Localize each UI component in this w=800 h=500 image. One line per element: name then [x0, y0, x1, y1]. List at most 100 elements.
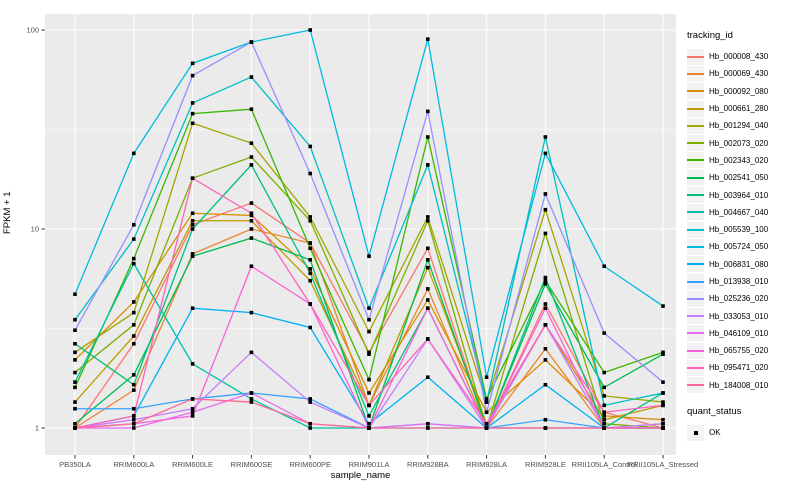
data-point	[484, 375, 489, 380]
legend-entry-quant-status: OK	[687, 424, 799, 441]
data-point	[249, 400, 254, 404]
data-point	[367, 329, 371, 334]
data-point	[543, 231, 548, 236]
data-point	[190, 73, 195, 78]
data-point	[426, 163, 430, 167]
data-point	[132, 417, 136, 422]
data-point	[308, 246, 312, 251]
data-point	[190, 101, 195, 105]
data-point	[190, 306, 195, 310]
data-point	[190, 61, 195, 66]
data-point	[367, 306, 371, 310]
data-point	[367, 421, 371, 426]
data-point	[661, 352, 665, 356]
data-point	[543, 323, 548, 327]
x-tick-label: RRIM928BA	[407, 460, 449, 469]
data-point	[132, 323, 136, 327]
data-point	[249, 75, 254, 79]
data-point	[308, 271, 312, 275]
legend-entries: Hb_000008_430 Hb_000069_430 Hb_000092_080 H…	[687, 48, 799, 394]
data-point	[308, 171, 312, 176]
data-point	[190, 227, 195, 231]
data-point	[543, 426, 548, 430]
data-point	[132, 406, 136, 411]
legend-entry-label: Hb_005539_100	[709, 225, 769, 235]
x-tick-label: RRIM928LA	[466, 460, 507, 469]
x-tick-label: RRII105LA_Stressed	[628, 460, 698, 469]
data-point	[602, 414, 606, 418]
data-point	[661, 417, 665, 422]
data-point	[249, 155, 254, 159]
data-point	[249, 163, 254, 167]
legend-entry: Hb_046109_010	[687, 325, 799, 342]
data-point	[543, 275, 548, 280]
data-point	[249, 201, 254, 205]
data-point	[543, 192, 548, 196]
data-point	[543, 207, 548, 212]
y-tick-label: 10	[31, 225, 39, 234]
legend-entry: Hb_002541_050	[687, 169, 799, 186]
data-point	[73, 358, 77, 362]
data-point	[190, 176, 195, 181]
data-point	[190, 211, 195, 216]
data-point	[249, 310, 254, 315]
data-point	[426, 109, 430, 114]
data-point	[249, 264, 254, 269]
data-point	[426, 306, 430, 310]
legend-entry-label: Hb_000008_430	[709, 52, 769, 62]
legend-key-line-icon	[687, 342, 704, 359]
data-point	[132, 382, 136, 387]
data-point	[661, 304, 665, 308]
x-tick-label: RRIM928LE	[525, 460, 566, 469]
data-point	[249, 211, 254, 216]
data-point	[190, 252, 195, 256]
data-point	[308, 302, 312, 306]
data-point	[190, 410, 195, 415]
legend-entry-label: Hb_004667_040	[709, 207, 769, 217]
data-point	[132, 426, 136, 430]
data-point	[73, 341, 77, 346]
legend-entry-label: Hb_184008_010	[709, 380, 769, 390]
data-point	[249, 218, 254, 223]
data-point	[367, 350, 371, 355]
data-point	[73, 317, 77, 322]
legend-title-quant-status: quant_status	[687, 405, 742, 417]
data-point	[426, 37, 430, 41]
data-point	[132, 310, 136, 315]
legend-entry-label: Hb_001294_040	[709, 121, 769, 131]
data-point	[543, 382, 548, 387]
data-point	[308, 400, 312, 404]
legend-key-line-icon	[687, 65, 704, 82]
legend-key-line-icon	[687, 187, 704, 204]
data-point	[190, 111, 195, 116]
data-point	[308, 144, 312, 149]
data-point	[426, 337, 430, 341]
legend-entry: Hb_000069_430	[687, 65, 799, 82]
data-point	[426, 298, 430, 302]
data-point	[543, 282, 548, 286]
data-point	[308, 278, 312, 283]
data-point	[132, 300, 136, 304]
data-point	[308, 215, 312, 219]
legend-entry: Hb_001294_040	[687, 117, 799, 134]
data-point	[132, 256, 136, 261]
legend-entry: Hb_002343_020	[687, 152, 799, 169]
legend-key-line-icon	[687, 100, 704, 117]
data-point	[73, 328, 77, 333]
data-point	[484, 397, 489, 401]
legend-key-line-icon	[687, 169, 704, 186]
data-point	[602, 385, 606, 390]
data-point	[249, 350, 254, 355]
data-point	[661, 380, 665, 384]
legend-key-line-icon	[687, 238, 704, 255]
data-point	[73, 385, 77, 390]
legend-key-line-icon	[687, 359, 704, 376]
data-point	[132, 237, 136, 241]
data-point	[249, 227, 254, 231]
legend-entry-label: Hb_000069_430	[709, 69, 769, 79]
legend-entry-label: Hb_013938_010	[709, 277, 769, 286]
data-point	[132, 151, 136, 156]
data-point	[308, 267, 312, 271]
